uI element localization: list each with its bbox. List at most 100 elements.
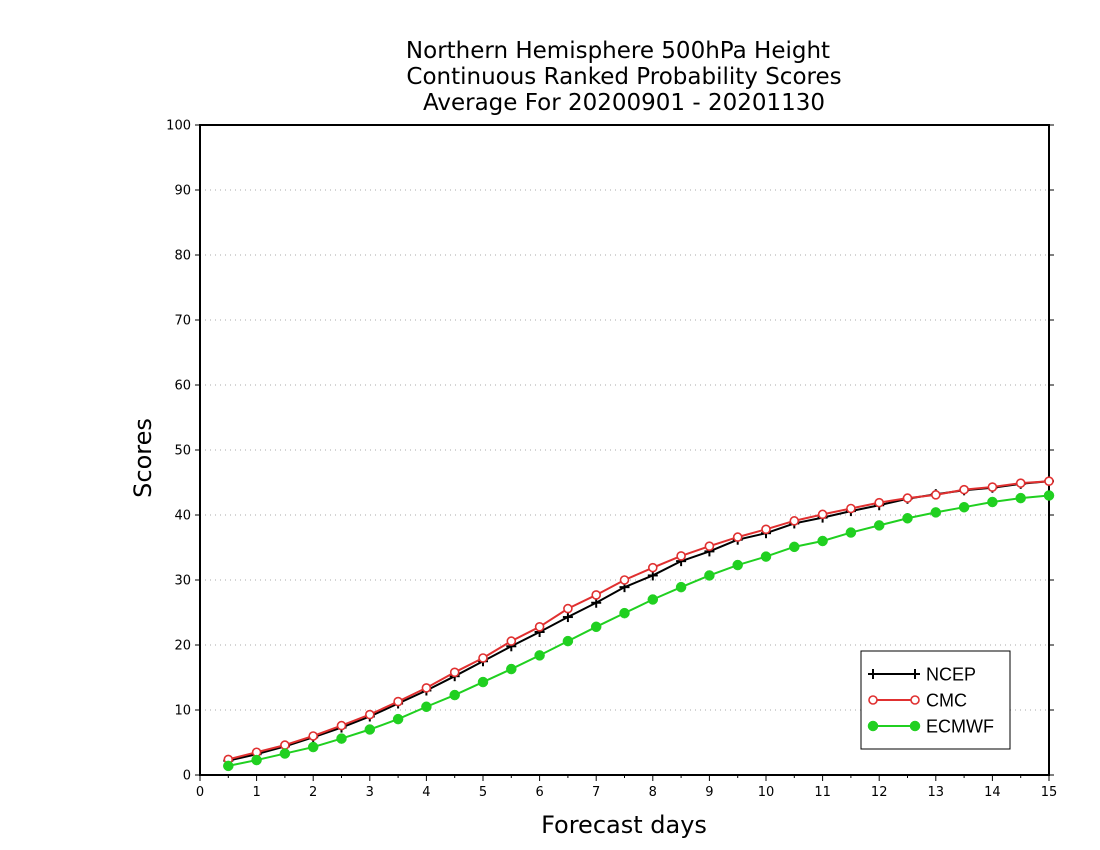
y-tick-label: 30: [174, 574, 191, 589]
data-point-cmc: [902, 493, 913, 503]
data-point-ecmwf: [307, 741, 319, 753]
data-point-ecmwf: [336, 733, 347, 744]
data-point-ecmwf: [958, 501, 970, 513]
data-series: [223, 476, 1055, 772]
legend-marker: [868, 669, 878, 679]
data-point-ecmwf: [704, 570, 715, 581]
data-point-ecmwf: [590, 621, 602, 633]
x-tick-label: 2: [309, 785, 317, 800]
data-point-ecmwf: [477, 676, 489, 688]
data-point-cmc: [421, 683, 432, 693]
x-tick-label: 6: [535, 785, 543, 800]
data-point-ncep: [562, 612, 573, 623]
y-tick-label: 60: [174, 379, 191, 394]
data-point-ecmwf: [732, 559, 743, 571]
data-point-ecmwf: [760, 551, 772, 562]
legend-marker: [868, 695, 878, 705]
y-axis-title: Scores: [129, 418, 157, 498]
x-tick-label: 10: [758, 785, 775, 800]
data-point-cmc: [364, 709, 375, 720]
data-point-ecmwf: [279, 748, 291, 759]
title-line-3: Average For 20200901 - 20201130: [423, 90, 825, 116]
data-point-cmc: [563, 603, 573, 614]
data-point-ecmwf: [845, 527, 857, 538]
title-line-1: Northern Hemisphere 500hPa Height: [406, 38, 830, 64]
x-tick-label: 12: [871, 785, 888, 800]
x-axis-title: Forecast days: [541, 811, 707, 839]
x-tick-label: 1: [252, 785, 260, 800]
series-cmc: [223, 476, 1054, 765]
data-point-ecmwf: [364, 724, 376, 735]
data-point-cmc: [534, 621, 545, 632]
data-point-cmc: [789, 516, 800, 526]
data-point-ecmwf: [392, 713, 404, 725]
x-tick-label: 14: [984, 785, 1001, 800]
y-tick-label: 70: [174, 314, 191, 329]
y-tick-label: 90: [174, 184, 191, 199]
x-tick-label: 7: [592, 785, 600, 800]
x-tick-label: 8: [649, 785, 657, 800]
data-point-cmc: [1015, 478, 1026, 488]
x-tick-label: 13: [928, 785, 945, 800]
data-point-cmc: [619, 575, 630, 585]
legend-entry-cmc: CMC: [868, 691, 967, 711]
chart-title: Northern Hemisphere 500hPa Height Contin…: [406, 38, 842, 116]
y-tick-label: 100: [166, 119, 191, 134]
data-point-cmc: [987, 482, 998, 492]
legend-entry-ncep: NCEP: [868, 665, 976, 685]
data-point-cmc: [280, 740, 290, 750]
data-point-ecmwf: [562, 635, 574, 647]
data-point-cmc: [1044, 476, 1054, 487]
y-tick-label: 20: [174, 639, 191, 654]
data-point-cmc: [478, 653, 488, 663]
axis-titles: Forecast days Scores: [129, 418, 707, 839]
data-point-cmc: [393, 696, 403, 707]
data-point-cmc: [704, 541, 715, 552]
data-point-cmc: [591, 590, 602, 600]
legend-label: CMC: [926, 691, 967, 711]
data-point-cmc: [930, 490, 941, 500]
legend-marker: [910, 669, 920, 679]
data-point-ecmwf: [506, 663, 517, 675]
data-point-ecmwf: [987, 496, 998, 508]
data-point-ecmwf: [675, 581, 687, 593]
x-tick-label: 9: [705, 785, 713, 800]
data-point-cmc: [676, 551, 686, 561]
data-point-ecmwf: [902, 513, 913, 524]
data-point-cmc: [336, 720, 347, 731]
x-tick-label: 15: [1041, 785, 1058, 800]
legend-entry-ecmwf: ECMWF: [867, 717, 994, 737]
data-point-cmc: [732, 532, 743, 542]
data-point-cmc: [506, 636, 517, 646]
data-point-cmc: [761, 524, 771, 535]
data-point-ecmwf: [421, 701, 432, 712]
y-tick-label: 40: [174, 509, 191, 524]
x-tick-label: 0: [196, 785, 204, 800]
data-point-ecmwf: [251, 754, 262, 766]
legend: NCEP CMC ECMWF: [860, 650, 1011, 750]
data-point-ecmwf: [619, 607, 630, 619]
legend-marker: [867, 720, 879, 732]
data-point-cmc: [959, 484, 969, 495]
data-point-ecmwf: [1015, 492, 1026, 504]
data-point-cmc: [817, 509, 828, 520]
y-tick-label: 0: [183, 769, 191, 784]
legend-label: NCEP: [926, 665, 976, 685]
data-point-ecmwf: [449, 689, 460, 701]
legend-marker: [910, 695, 920, 705]
data-point-ecmwf: [817, 535, 828, 547]
legend-label: ECMWF: [926, 717, 994, 737]
data-point-cmc: [449, 667, 460, 678]
data-point-ecmwf: [534, 650, 545, 661]
y-tick-label: 10: [174, 704, 191, 719]
legend-marker: [909, 720, 921, 732]
data-point-ecmwf: [223, 760, 234, 772]
x-tick-label: 11: [814, 785, 831, 800]
series-ecmwf: [223, 490, 1055, 772]
data-point-cmc: [308, 731, 319, 741]
y-tick-label: 80: [174, 249, 191, 264]
x-tick-label: 4: [422, 785, 430, 800]
